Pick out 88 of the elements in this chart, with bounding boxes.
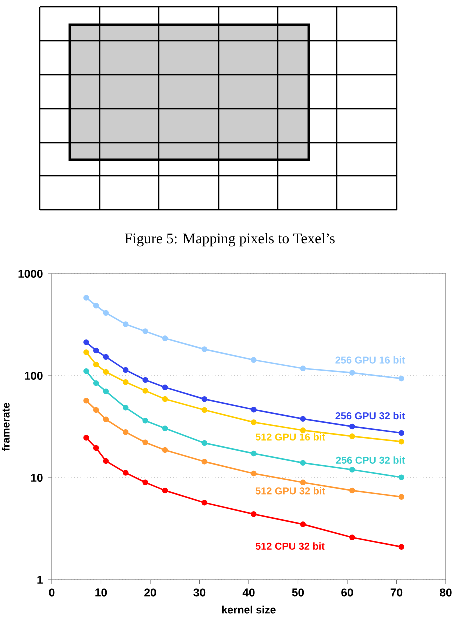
x-tick-label: 30 (194, 588, 206, 597)
y-tick-label: 100 (25, 372, 43, 380)
point (398, 430, 405, 436)
x-tick-label: 0 (49, 588, 55, 597)
point (123, 379, 129, 386)
point (142, 418, 148, 424)
point (142, 440, 148, 446)
point (398, 474, 405, 480)
point (84, 435, 90, 441)
point (103, 416, 110, 422)
point (300, 416, 306, 422)
point (162, 447, 168, 454)
point (93, 303, 100, 309)
point (398, 494, 405, 500)
point (103, 458, 110, 464)
point (123, 430, 129, 436)
point (300, 522, 306, 528)
point (202, 346, 208, 352)
y-tick-label: 1000 (18, 270, 43, 278)
point (93, 445, 100, 452)
point (202, 396, 208, 402)
point (350, 488, 356, 494)
point (84, 398, 90, 404)
y-tick-label: 1 (38, 576, 43, 584)
point (162, 396, 168, 402)
point (350, 370, 356, 376)
point (300, 428, 306, 434)
point (142, 377, 148, 384)
point (350, 534, 356, 541)
y-axis-title: framerate (2, 403, 10, 452)
caption: Figure 5: Mapping pixels to Texel’s (125, 233, 335, 247)
series-label: 512 CPU 32 bit (256, 542, 325, 550)
point (123, 405, 129, 411)
x-tick-label: 20 (144, 588, 156, 597)
point (103, 354, 110, 360)
point (84, 295, 90, 301)
point (202, 500, 208, 506)
x-tick-label: 50 (292, 588, 304, 597)
point (84, 340, 90, 346)
series-label: 256 CPU 32 bit (336, 456, 406, 464)
point (398, 376, 405, 382)
y-tick-label: 10 (31, 474, 43, 482)
point (162, 426, 168, 432)
point (251, 512, 257, 518)
point (84, 368, 90, 374)
series-label: 256 GPU 16 bit (336, 356, 406, 364)
point (350, 434, 356, 440)
point (93, 348, 100, 354)
point (202, 407, 208, 414)
point (251, 357, 257, 364)
point (300, 460, 306, 466)
point (103, 310, 110, 316)
point (103, 369, 110, 376)
point (142, 480, 148, 486)
point (251, 470, 257, 477)
x-axis-title: kernel size (222, 606, 276, 614)
point (162, 488, 168, 494)
point (142, 388, 148, 394)
point (103, 388, 110, 394)
series-label: 512 GPU 32 bit (256, 487, 326, 495)
point (123, 322, 129, 328)
point (300, 480, 306, 486)
point (300, 366, 306, 372)
point (202, 458, 208, 465)
point (251, 420, 257, 426)
point (398, 544, 405, 550)
point (251, 450, 257, 457)
x-tick-label: 60 (342, 588, 354, 597)
point (350, 424, 356, 430)
point (84, 350, 90, 356)
point (162, 384, 168, 390)
point (162, 336, 168, 342)
point (93, 362, 100, 368)
point (93, 407, 100, 414)
point (398, 439, 405, 445)
x-tick-label: 40 (242, 588, 255, 597)
x-tick-label: 10 (96, 588, 108, 597)
point (142, 328, 148, 334)
point (350, 467, 356, 473)
point (123, 470, 129, 476)
point (251, 406, 257, 413)
point (93, 380, 100, 386)
point (202, 440, 208, 446)
x-tick-label: 80 (440, 588, 452, 597)
x-tick-label: 70 (390, 588, 403, 597)
point (123, 367, 129, 374)
series-label: 256 GPU 32 bit (336, 412, 406, 420)
series-label: 512 GPU 16 bit (256, 433, 326, 441)
